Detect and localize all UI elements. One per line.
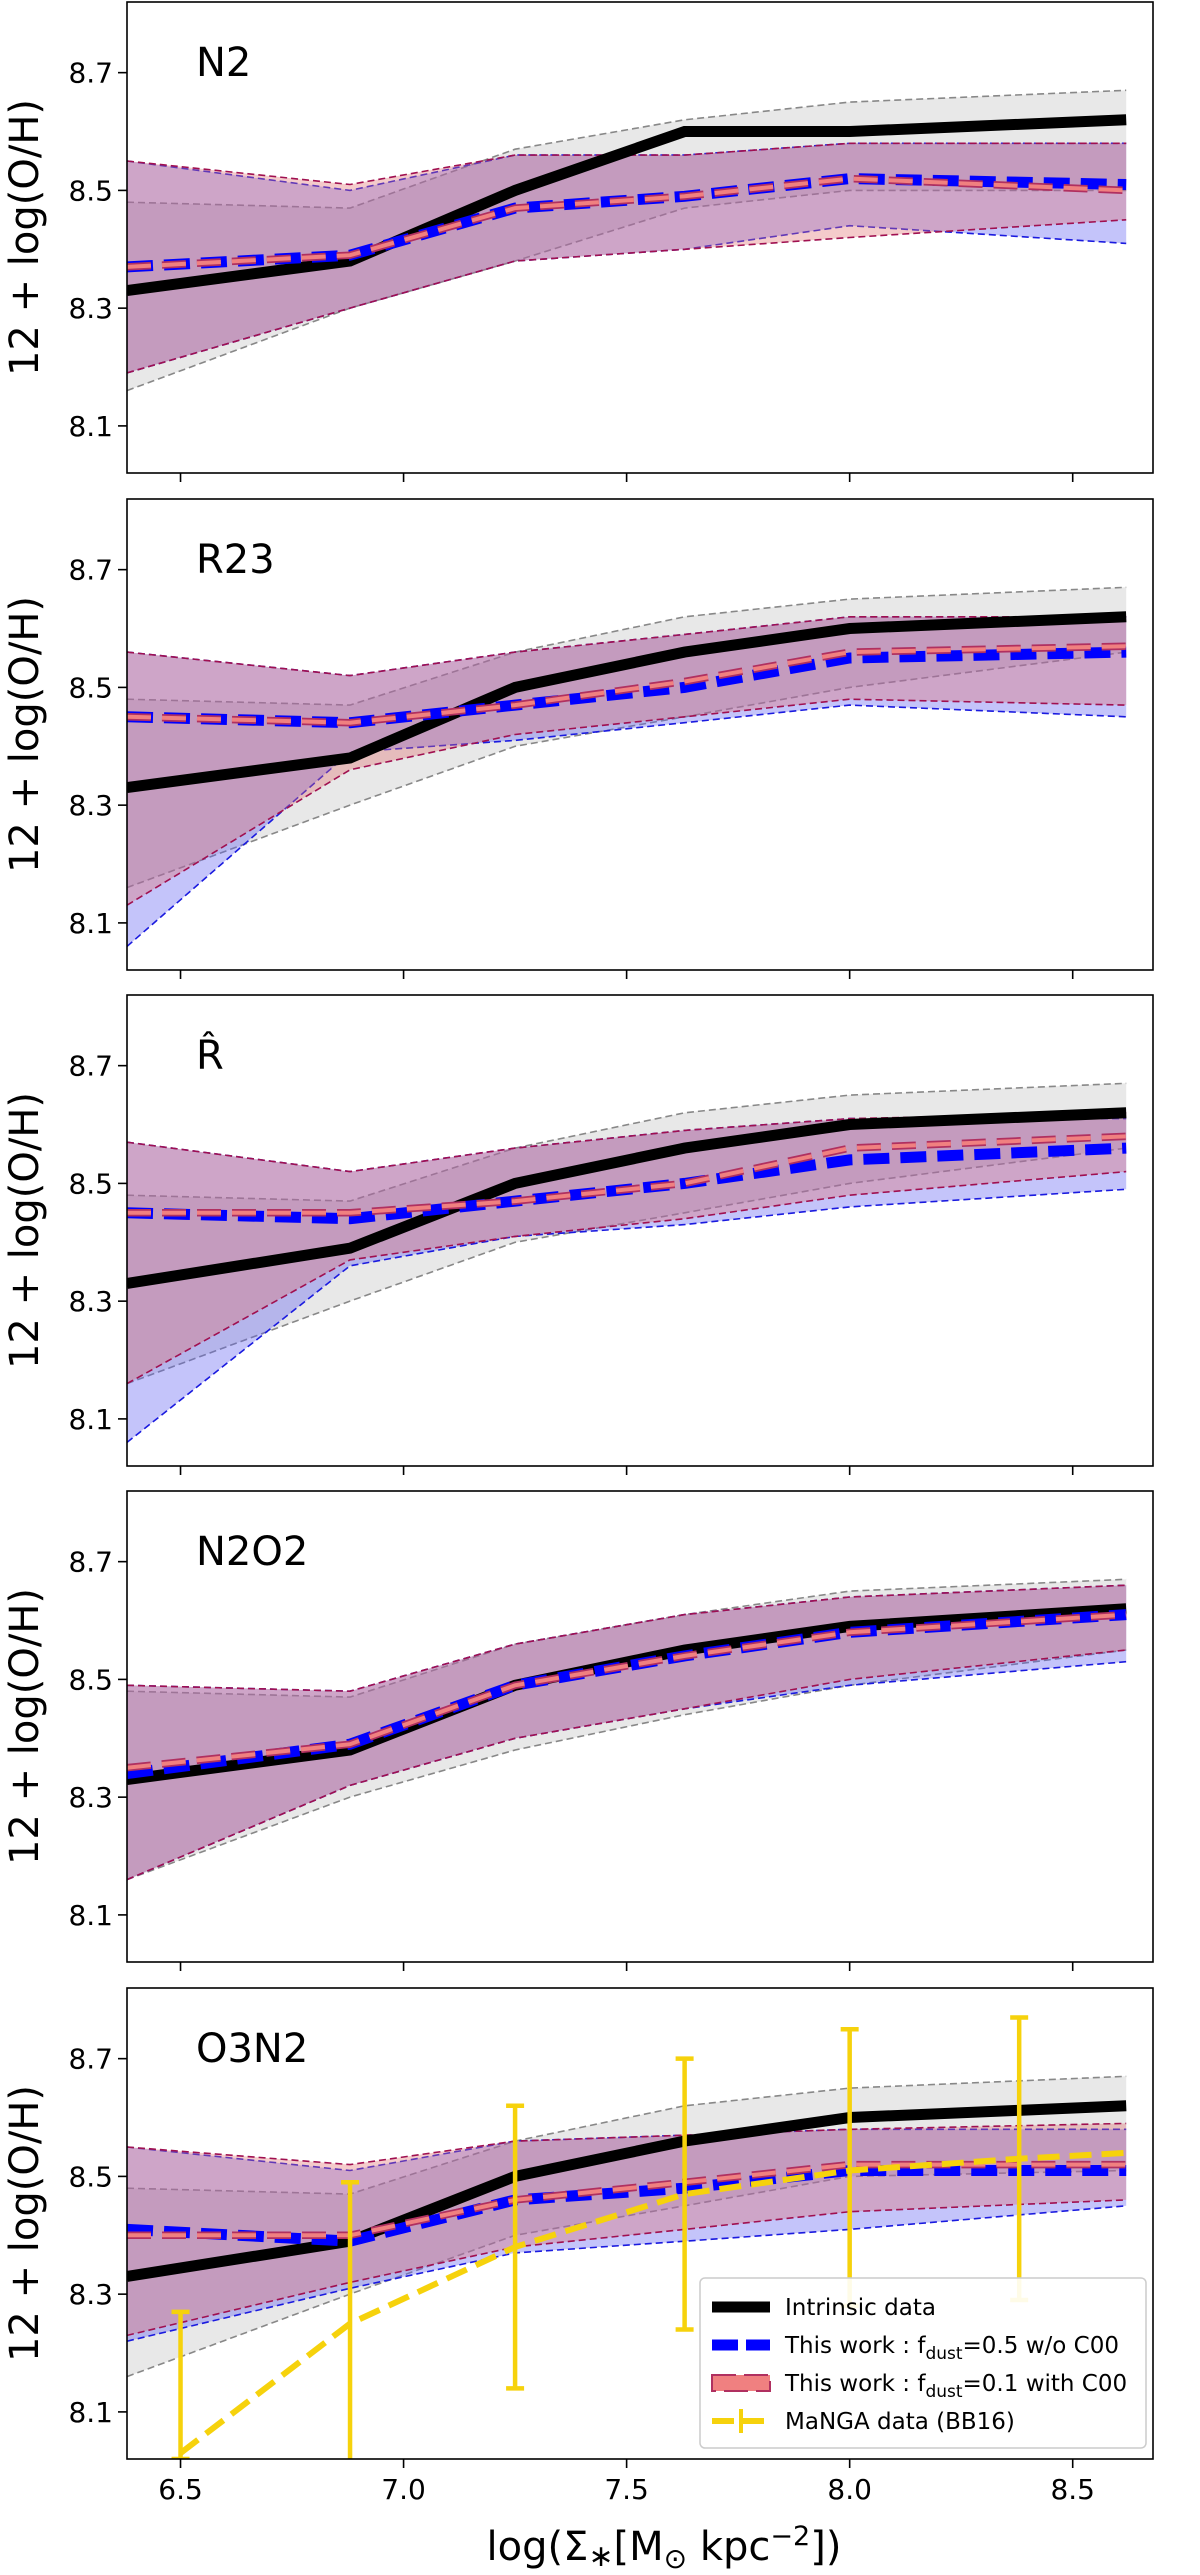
fdust01-lo-edge [127,1649,1127,1881]
intrinsic-hi-edge [127,1082,1127,1202]
fdust01-line [127,644,1127,725]
fdust05-line [127,1142,1127,1225]
y-axis-label: 12 + log(O/H) [2,1092,48,1369]
y-tick-label: 8.1 [68,1899,113,1932]
intrinsic-line [127,114,1127,296]
panel-title: R23 [196,537,275,583]
y-tick-label: 8.3 [68,789,113,822]
fdust05-lo-edge [127,1188,1127,1444]
fdust01-band [127,616,1127,906]
panel-title: N2O2 [196,1529,308,1575]
intrinsic-band [127,1579,1127,1880]
y-tick-label: 8.7 [68,1546,113,1579]
fdust01-line [127,176,1127,269]
y-tick-label: 8.5 [68,2160,113,2193]
intrinsic-line [127,611,1127,793]
plot-area [127,89,1127,392]
fdust05-band [127,1585,1127,1880]
legend-label-fdust05: This work : fdust=0.5 w/o C00 [784,2333,1119,2364]
fdust05-band [127,1118,1127,1443]
panel-title: O3N2 [196,2026,308,2072]
panel-title: R̂ [196,1031,224,1079]
y-tick-label: 8.5 [68,174,113,207]
y-tick-label: 8.7 [68,554,113,587]
y-axis-label: 12 + log(O/H) [2,99,48,376]
y-tick-label: 8.5 [68,1167,113,1200]
panel-4: 8.1 8.3 8.5 8.7 12 + log(O/H) N2O2 [2,1490,1154,1971]
fdust01-line [127,1134,1127,1215]
legend-label-fdust01: This work : fdust=0.1 with C00 [784,2371,1127,2402]
fdust01-lo-edge [127,219,1127,374]
y-tick-label: 8.1 [68,907,113,940]
legend-label-intrinsic: Intrinsic data [785,2295,936,2321]
plot-area [127,1578,1127,1881]
panel-frame [126,1987,1154,2460]
y-tick-label: 8.7 [68,2043,113,2076]
intrinsic-lo-edge [127,189,1127,392]
fdust01-band [127,143,1127,373]
panel-frame [126,1,1154,474]
y-axis-label: 12 + log(O/H) [2,1588,48,1865]
fdust01-hi-edge [127,615,1127,677]
fdust01-line [127,1612,1127,1770]
panels: 8.1 8.3 8.5 8.7 12 + log(O/H) N2 8.1 8.3 8.5 8.7 1… [2,1,1154,2506]
y-tick-label: 8.3 [68,1781,113,1814]
intrinsic-line [127,2100,1127,2282]
intrinsic-hi-edge [127,2075,1127,2195]
y-tick-label: 8.1 [68,410,113,443]
legend-label-manga: MaNGA data (BB16) [785,2409,1015,2435]
legend-handle-fdust01 [711,2374,771,2392]
y-tick-label: 8.3 [68,1285,113,1318]
legend-box [699,2277,1147,2449]
intrinsic-band [127,90,1127,391]
fdust01-hi-edge [127,2122,1127,2166]
fdust01-band [127,2123,1127,2336]
panel-3: 8.1 8.3 8.5 8.7 12 + log(O/H) R̂ [2,994,1154,1475]
intrinsic-hi-edge [127,1578,1127,1698]
y-axis-label: 12 + log(O/H) [2,2085,48,2362]
panel-frame [126,1490,1154,1963]
x-tick-label: 6.5 [158,2473,203,2506]
intrinsic-lo-edge [127,651,1127,889]
x-axis-label: log(Σ∗[M⊙ kpc−2]) [487,2521,842,2575]
fdust01-hi-edge [127,142,1127,186]
y-tick-label: 8.5 [68,1663,113,1696]
legend: Intrinsic data This work : fdust=0.5 w/o … [699,2277,1147,2449]
plot-area [127,586,1127,948]
y-tick-label: 8.7 [68,57,113,90]
x-tick-label: 7.0 [381,2473,426,2506]
y-tick-label: 8.3 [68,292,113,325]
y-tick-label: 8.1 [68,2396,113,2429]
y-tick-label: 8.7 [68,1050,113,1083]
intrinsic-band [127,2076,1127,2377]
y-tick-label: 8.5 [68,671,113,704]
fdust01-lo-edge [127,2199,1127,2337]
panel-1: 8.1 8.3 8.5 8.7 12 + log(O/H) N2 [2,1,1154,482]
y-tick-label: 8.3 [68,2278,113,2311]
intrinsic-hi-edge [127,89,1127,209]
intrinsic-line [127,1107,1127,1289]
x-tick-label: 8.5 [1050,2473,1095,2506]
x-tick-label: 7.5 [604,2473,649,2506]
fdust05-lo-edge [127,2205,1127,2342]
fdust05-band [127,143,1127,373]
fdust01-band [127,1112,1127,1384]
intrinsic-lo-edge [127,1649,1127,1881]
panel-frame [126,498,1154,971]
y-tick-label: 8.1 [68,1403,113,1436]
panel-title: N2 [196,40,251,86]
fdust01-band [127,1585,1127,1880]
x-tick-label: 8.0 [827,2473,872,2506]
plot-area [127,1082,1127,1444]
panel-2: 8.1 8.3 8.5 8.7 12 + log(O/H) R23 [2,498,1154,979]
intrinsic-hi-edge [127,586,1127,706]
fdust01-lo-edge [127,1170,1127,1385]
panel-5: 8.1 8.3 8.5 8.7 6.5 7.0 7.5 8.0 8.5 12 + log(O/H)… [2,1987,1154,2506]
plot-area [127,2015,1127,2459]
fdust05-lo-edge [127,704,1127,948]
fdust05-line [127,2165,1127,2247]
panel-frame [126,994,1154,1467]
y-axis-label: 12 + log(O/H) [2,596,48,873]
